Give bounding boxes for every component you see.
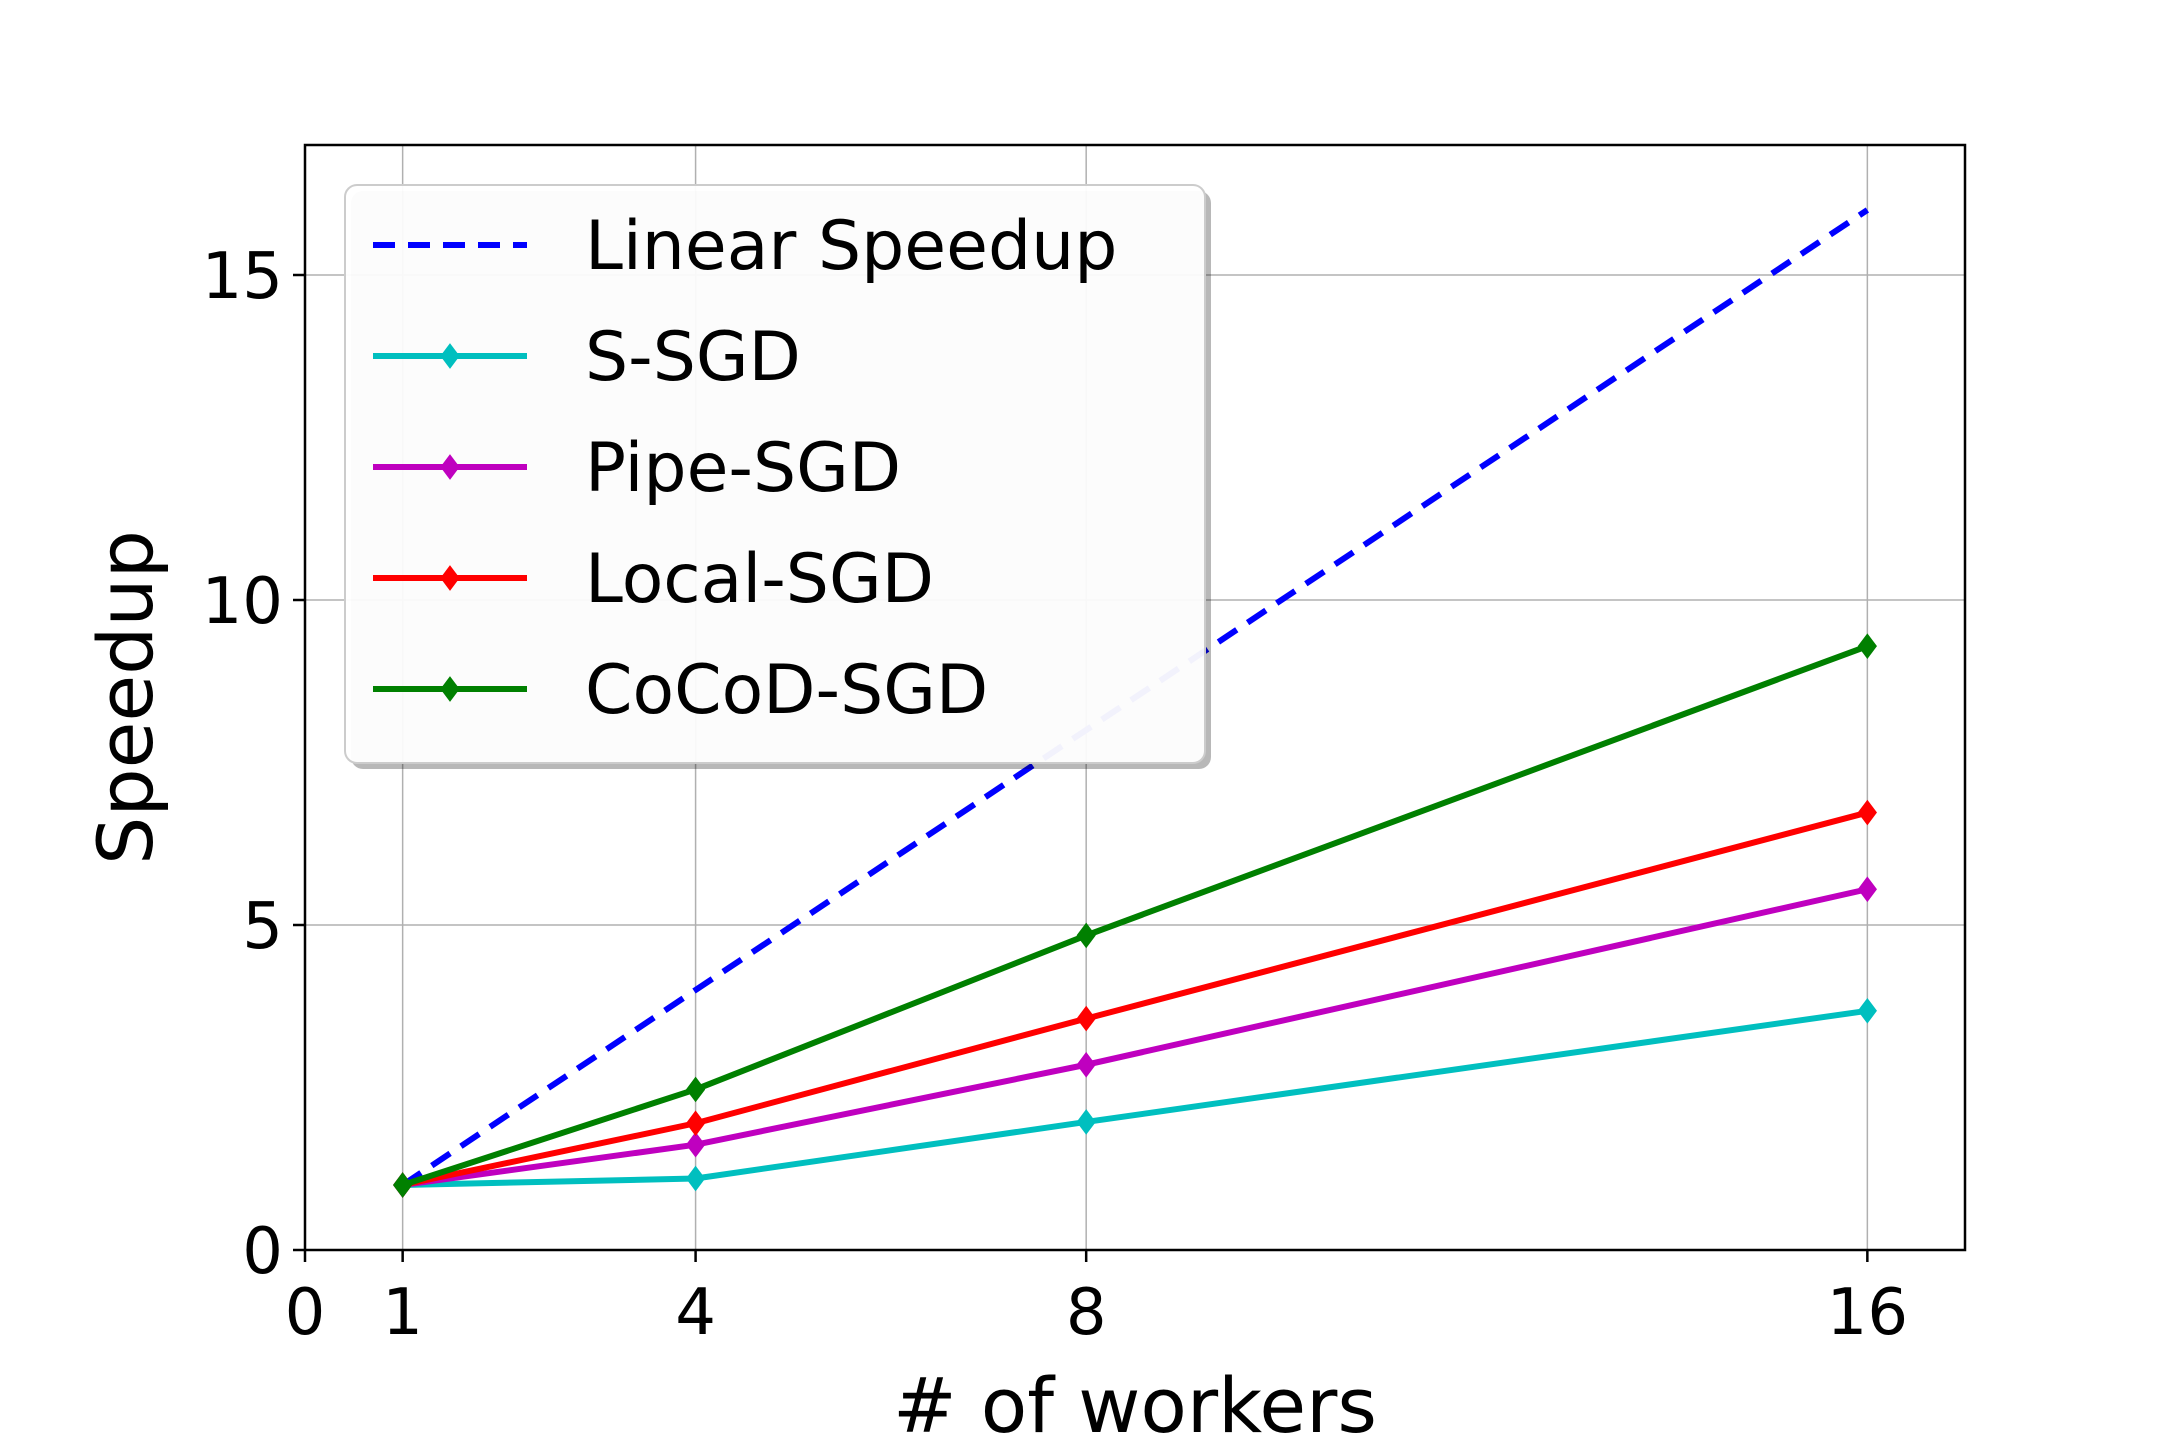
x-tick-label: 8	[1066, 1276, 1107, 1350]
data-point-s-sgd	[1857, 997, 1877, 1024]
plot-frame	[303, 143, 1967, 1252]
series-linear-speedup	[400, 207, 1870, 1188]
x-axis-label: # of workers	[893, 1361, 1377, 1440]
y-tick-label: 5	[242, 890, 283, 964]
data-point-s-sgd	[685, 1165, 706, 1192]
series-line-linear-speedup	[400, 207, 1870, 1188]
legend-label-pipe-sgd: Pipe-SGD	[585, 429, 901, 508]
legend-label-linear-speedup: Linear Speedup	[585, 207, 1117, 286]
legend-entry-s-sgd: S-SGD	[373, 318, 801, 397]
data-point-cocod-sgd	[1076, 922, 1096, 949]
data-point-pipe-sgd	[1076, 1051, 1096, 1078]
series-line-local-sgd	[402, 809, 1869, 1188]
legend-label-s-sgd: S-SGD	[585, 318, 801, 397]
legend-entry-cocod-sgd: CoCoD-SGD	[373, 651, 988, 730]
legend-marker-pipe-sgd	[440, 454, 460, 480]
legend-label-cocod-sgd: CoCoD-SGD	[585, 651, 988, 730]
data-point-s-sgd	[1076, 1109, 1096, 1135]
x-tick-label: 1	[382, 1276, 423, 1350]
legend-entry-pipe-sgd: Pipe-SGD	[373, 429, 901, 508]
data-point-local-sgd	[1076, 1005, 1096, 1032]
x-tick-label: 4	[675, 1276, 716, 1350]
series-line-s-sgd	[402, 1007, 1868, 1188]
legend-marker-cocod-sgd	[440, 676, 460, 702]
legend-box	[344, 184, 1206, 764]
data-point-cocod-sgd	[393, 1172, 413, 1198]
plot-series	[393, 207, 1877, 1198]
data-point-local-sgd	[1857, 799, 1877, 826]
y-tick-label: 15	[202, 240, 283, 314]
legend-entry-local-sgd: Local-SGD	[373, 540, 934, 619]
x-tick-label: 16	[1827, 1276, 1908, 1350]
y-tick-label: 10	[202, 565, 283, 639]
y-axis-label: Speedup	[81, 530, 170, 865]
series-line-pipe-sgd	[402, 886, 1869, 1188]
legend-marker-s-sgd	[440, 343, 460, 369]
legend-label-local-sgd: Local-SGD	[585, 540, 934, 619]
data-point-cocod-sgd	[685, 1076, 706, 1103]
y-tick-label: 0	[242, 1215, 283, 1289]
legend: Linear Speedup S-SGD Pipe-SGD Local-SGD CoCo…	[344, 184, 1211, 769]
data-point-pipe-sgd	[685, 1131, 706, 1158]
data-point-local-sgd	[685, 1110, 706, 1137]
legend-marker-local-sgd	[440, 565, 460, 591]
data-point-pipe-sgd	[1857, 876, 1877, 903]
series-cocod-sgd	[393, 633, 1877, 1198]
series-line-cocod-sgd	[401, 643, 1869, 1188]
data-point-cocod-sgd	[1857, 633, 1877, 659]
x-tick-label: 0	[285, 1276, 326, 1350]
legend-entry-linear-speedup: Linear Speedup	[373, 207, 1117, 286]
